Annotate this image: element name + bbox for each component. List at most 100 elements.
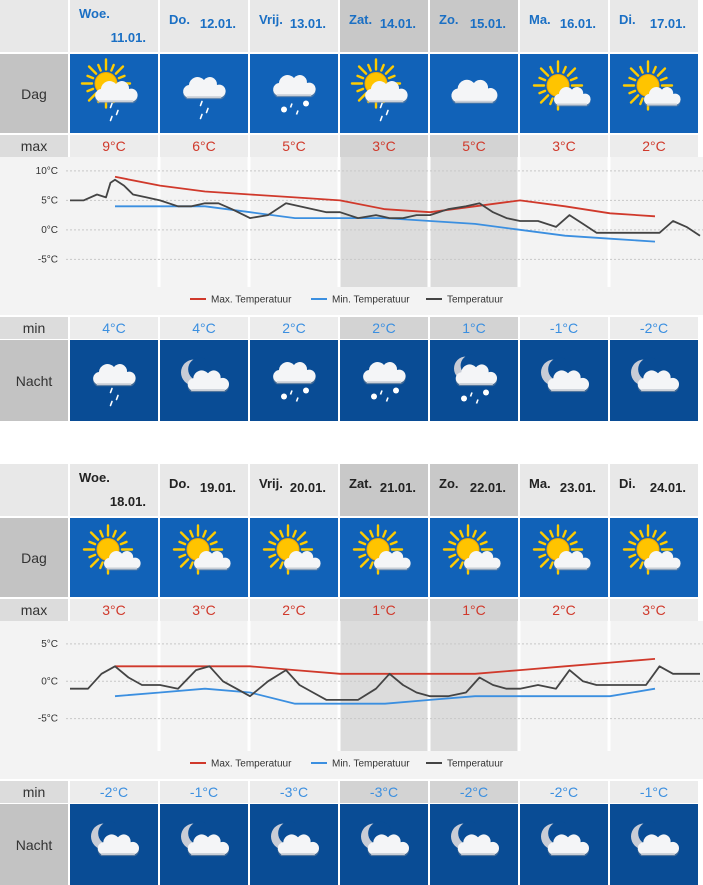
- min-temp-cell: -1°C: [520, 317, 608, 339]
- day-name: Zo.: [439, 476, 459, 491]
- day-header: Vrij. 20.01.: [250, 464, 338, 516]
- day-date: 17.01.: [649, 16, 686, 31]
- max-temp-cell: 3°C: [520, 135, 608, 157]
- moon-cloud-icon: [631, 821, 680, 857]
- min-temp: -1°C: [189, 784, 219, 800]
- day-name: Zat.: [349, 476, 373, 491]
- min-temp: -2°C: [459, 784, 489, 800]
- min-temp: -2°C: [549, 784, 579, 800]
- min-temp-cell: -1°C: [160, 781, 248, 803]
- max-temp-cell: 5°C: [430, 135, 518, 157]
- min-temp: -2°C: [639, 320, 669, 336]
- night-weather-cell: [160, 340, 248, 421]
- night-weather-cell: [430, 804, 518, 885]
- night-weather-cell: [250, 804, 338, 885]
- night-weather-cell: [70, 340, 158, 421]
- min-temp-cell: -2°C: [610, 317, 698, 339]
- min-temp-cell: -2°C: [70, 781, 158, 803]
- max-temp-cell: 3°C: [610, 599, 698, 621]
- sun-cloud-rain-icon: [350, 58, 408, 122]
- day-header: Ma. 16.01.: [520, 0, 608, 52]
- day-header: Zat. 21.01.: [340, 464, 428, 516]
- legend-label: Temperatuur: [447, 295, 504, 306]
- max-temp: 1°C: [372, 602, 396, 618]
- moon-cloud-sleet-icon: [454, 354, 498, 404]
- max-temp: 9°C: [102, 138, 126, 154]
- cloud-rain-icon: [183, 77, 226, 120]
- day-name: Vrij.: [259, 12, 283, 27]
- moon-cloud-icon: [91, 821, 140, 857]
- day-name: Ma.: [529, 476, 551, 491]
- night-weather-cell: [70, 804, 158, 885]
- row-label-night: Nacht: [0, 804, 68, 885]
- sun-cloud-icon: [622, 60, 681, 111]
- day-header: Di. 17.01.: [610, 0, 698, 52]
- min-temp: -1°C: [549, 320, 579, 336]
- min-temp-cell: -3°C: [250, 781, 338, 803]
- day-weather-cell: [160, 54, 248, 133]
- day-date: 18.01.: [109, 494, 146, 509]
- night-weather-cell: [520, 340, 608, 421]
- day-date: 14.01.: [379, 16, 416, 31]
- day-name: Vrij.: [259, 476, 283, 491]
- min-temp-cell: 1°C: [430, 317, 518, 339]
- min-temp-cell: -3°C: [340, 781, 428, 803]
- max-temp: 5°C: [462, 138, 486, 154]
- min-temp: 2°C: [282, 320, 306, 336]
- day-date: 22.01.: [469, 480, 506, 495]
- legend-label: Max. Temperatuur: [211, 759, 292, 770]
- temperature-chart: 5°C 0°C -5°C Max. Temperatuur Min. Temperatu…: [38, 621, 703, 770]
- y-tick-label: -5°C: [38, 714, 58, 725]
- forecast-week: Woe. 11.01. Do. 12.01. Vrij. 13.01. Zat. 14.01.…: [0, 0, 703, 421]
- min-temp-cell: 2°C: [250, 317, 338, 339]
- forecast-week: Woe. 18.01. Do. 19.01. Vrij. 20.01. Zat. 21.01.…: [0, 464, 703, 885]
- y-tick-label: 10°C: [36, 166, 58, 177]
- max-temp: 2°C: [642, 138, 666, 154]
- max-temp-cell: 5°C: [250, 135, 338, 157]
- min-temp: -2°C: [99, 784, 129, 800]
- night-weather-cell: [610, 804, 698, 885]
- legend-label: Temperatuur: [447, 759, 504, 770]
- series-line-min-temperatuur: [115, 205, 656, 243]
- y-tick-label: 0°C: [41, 225, 58, 236]
- cloud-sleet-icon: [363, 362, 406, 402]
- moon-cloud-icon: [451, 821, 500, 857]
- min-temp: 4°C: [192, 320, 216, 336]
- sun-cloud-icon: [352, 524, 411, 575]
- max-temp: 3°C: [372, 138, 396, 154]
- night-weather-cell: [340, 340, 428, 421]
- day-date: 13.01.: [289, 16, 326, 31]
- row-label-day: Dag: [0, 54, 68, 133]
- day-date: 15.01.: [469, 16, 506, 31]
- row-label-night: Nacht: [0, 340, 68, 421]
- night-weather-cell: [430, 340, 518, 421]
- min-temp: -1°C: [639, 784, 669, 800]
- day-weather-cell: [340, 518, 428, 597]
- day-header: Vrij. 13.01.: [250, 0, 338, 52]
- sun-cloud-icon: [172, 524, 231, 575]
- sun-cloud-icon: [532, 524, 591, 575]
- min-temp-cell: -2°C: [520, 781, 608, 803]
- day-date: 19.01.: [199, 480, 236, 495]
- row-label-min: min: [0, 317, 68, 339]
- night-weather-cell: [520, 804, 608, 885]
- day-header: Di. 24.01.: [610, 464, 698, 516]
- y-tick-label: 0°C: [41, 676, 58, 687]
- day-date: 23.01.: [559, 480, 596, 495]
- day-date: 20.01.: [289, 480, 326, 495]
- max-temp-cell: 1°C: [430, 599, 518, 621]
- day-header: Woe. 11.01.: [70, 0, 158, 52]
- day-weather-cell: [160, 518, 248, 597]
- max-temp: 5°C: [282, 138, 306, 154]
- cloud-sleet-icon: [273, 75, 316, 115]
- day-name: Zo.: [439, 12, 459, 27]
- day-weather-cell: [250, 54, 338, 133]
- day-date: 11.01.: [110, 30, 146, 45]
- day-weather-cell: [520, 518, 608, 597]
- moon-cloud-icon: [181, 357, 230, 393]
- day-name: Woe.: [79, 470, 110, 485]
- series-line-min-temperatuur: [114, 687, 656, 705]
- day-header: Zo. 22.01.: [430, 464, 518, 516]
- chart-container: 5°C 0°C -5°C Max. Temperatuur Min. Temperatu…: [0, 621, 703, 779]
- day-weather-cell: [610, 54, 698, 133]
